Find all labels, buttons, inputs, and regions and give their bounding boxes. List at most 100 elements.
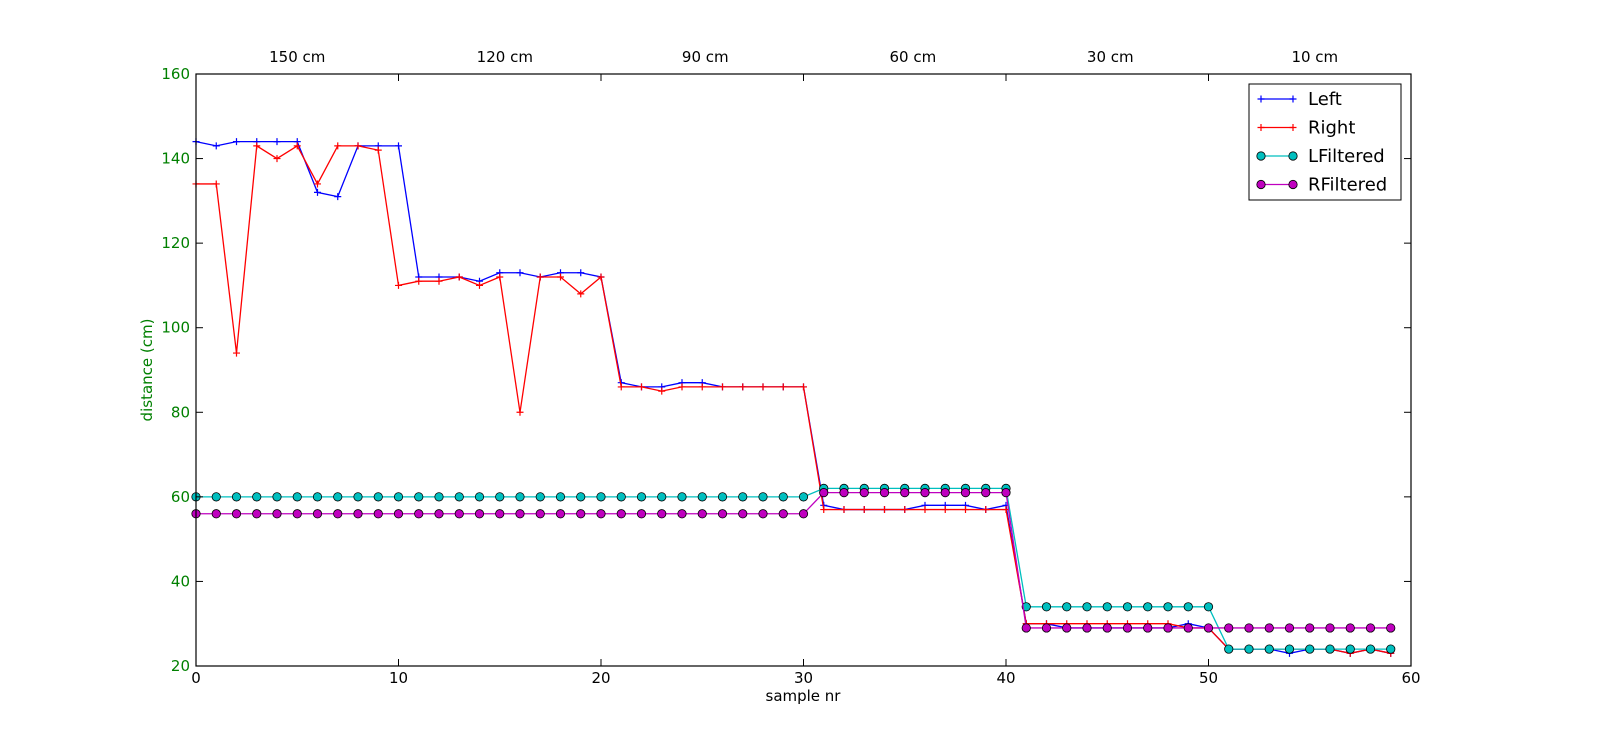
x-tick-label: 20 [591, 669, 610, 687]
data-point [312, 509, 323, 519]
data-point [231, 509, 242, 519]
data-point [1143, 602, 1153, 612]
data-point [374, 146, 382, 154]
data-point [1325, 644, 1335, 654]
data-point [434, 509, 444, 519]
data-point [272, 509, 282, 519]
data-point [982, 506, 990, 514]
data-point [1062, 623, 1072, 633]
data-point [717, 492, 728, 502]
top-distance-label: 120 cm [477, 48, 533, 66]
data-point [253, 142, 261, 150]
data-point [738, 509, 748, 519]
data-point [231, 492, 242, 502]
data-point [414, 509, 424, 519]
x-tick-label: 50 [1199, 669, 1218, 687]
data-point [779, 383, 787, 391]
data-point [1021, 602, 1031, 612]
data-point [981, 488, 991, 498]
data-point [1386, 623, 1396, 633]
data-point [576, 509, 586, 519]
data-point [1244, 644, 1254, 654]
data-point [638, 383, 645, 391]
data-point [252, 492, 262, 502]
data-point [1264, 644, 1274, 654]
data-point [901, 506, 909, 514]
data-point [778, 492, 788, 502]
legend-item-right: Right [1257, 118, 1355, 139]
x-tick-label: 10 [389, 669, 408, 687]
data-point [454, 492, 464, 502]
y-axis-label: distance (cm) [138, 319, 156, 422]
data-point [658, 387, 666, 395]
data-point [921, 506, 929, 514]
data-point [1224, 623, 1234, 633]
data-point [211, 492, 221, 502]
data-point [557, 273, 564, 281]
legend-marker [1256, 179, 1266, 190]
legend-item-rfiltered: RFiltered [1256, 175, 1387, 196]
top-distance-label: 60 cm [889, 48, 936, 66]
data-point [1183, 623, 1193, 633]
data-point [636, 492, 647, 502]
data-point [1102, 623, 1112, 633]
data-point [1163, 623, 1173, 633]
series-rfiltered [191, 488, 1396, 633]
data-point [1001, 488, 1011, 498]
data-point [758, 492, 768, 502]
data-point [555, 492, 566, 502]
data-point [435, 277, 443, 285]
data-point [1386, 644, 1396, 654]
data-point [272, 492, 282, 502]
data-point [900, 488, 910, 498]
top-distance-label: 90 cm [682, 48, 729, 66]
data-point [1244, 623, 1254, 633]
data-point [536, 273, 544, 281]
y-tick-label: 120 [161, 234, 190, 252]
data-point [738, 492, 748, 502]
legend: Left Right LFiltered RFiltered [1248, 83, 1402, 201]
data-point [657, 492, 667, 502]
data-point [717, 509, 728, 519]
data-point [820, 506, 828, 514]
data-point [697, 492, 707, 502]
data-point [252, 509, 262, 519]
data-point [1102, 602, 1112, 612]
data-point [1284, 644, 1295, 654]
data-point [577, 290, 585, 298]
top-distance-label: 30 cm [1087, 48, 1134, 66]
legend-marker [1288, 151, 1298, 161]
x-axis-label: sample nr [766, 687, 842, 705]
data-point [616, 509, 626, 519]
data-point [1122, 623, 1133, 633]
data-point [312, 492, 323, 502]
data-point [1224, 644, 1234, 654]
data-point [333, 492, 343, 502]
data-point [455, 273, 463, 281]
data-point [1325, 623, 1335, 633]
data-point [233, 138, 240, 146]
data-point [334, 193, 342, 201]
data-point [1183, 602, 1193, 612]
data-point [860, 506, 868, 514]
data-point [697, 509, 707, 519]
series-right [192, 142, 1395, 657]
series-line-left [195, 141, 1391, 654]
data-point [212, 180, 220, 188]
plot-frame [195, 73, 1412, 667]
data-point [1122, 602, 1133, 612]
x-tick-label: 40 [996, 669, 1015, 687]
data-point [535, 492, 545, 502]
data-point [212, 142, 220, 150]
data-point [393, 509, 404, 519]
data-point [1082, 623, 1092, 633]
data-point [1082, 602, 1092, 612]
data-point [292, 509, 302, 519]
data-point [393, 492, 404, 502]
x-tick-label: 60 [1401, 669, 1420, 687]
y-tick-label: 80 [171, 403, 190, 421]
data-point [211, 509, 221, 519]
data-point [1041, 602, 1052, 612]
data-point [516, 408, 524, 416]
